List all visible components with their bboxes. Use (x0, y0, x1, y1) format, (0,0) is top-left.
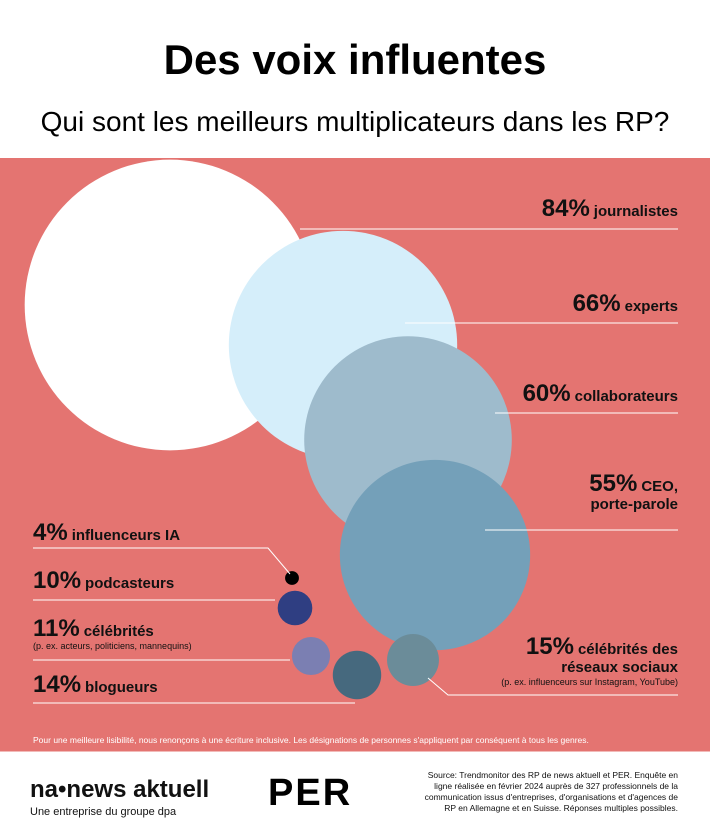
data-label: 4% influenceurs IA (33, 521, 333, 545)
value-label: 55% (589, 470, 638, 497)
footnote: Pour une meilleure lisibilité, nous reno… (33, 735, 589, 745)
bubble (339, 459, 531, 651)
data-label: 15% célébrités des réseaux sociaux (p. ex.… (470, 635, 678, 688)
category-label: influenceurs IA (71, 527, 181, 544)
value-label: 15% (525, 633, 574, 660)
data-label: 66% experts (480, 292, 678, 316)
data-label: 14% blogueurs (33, 673, 333, 697)
value-label: 14% (33, 671, 82, 698)
chart-title: Des voix influentes (163, 36, 547, 83)
category-label: podcasteurs (85, 575, 175, 592)
value-label: 60% (522, 380, 571, 407)
category-label: collaborateurs (574, 388, 678, 405)
source: Source: Trendmonitor des RP de news aktu… (424, 770, 678, 813)
logo-tagline: Une entreprise du groupe dpa (30, 806, 177, 818)
category-label: blogueurs (85, 679, 158, 696)
category-label: célébrités des réseaux sociaux (561, 641, 678, 676)
data-label: 11% célébrités (p. ex. acteurs, politicien… (33, 617, 333, 652)
leader-line (33, 547, 291, 575)
category-note: (p. ex. influenceurs sur Instagram, YouT… (501, 677, 678, 687)
bubble (277, 590, 313, 626)
bubble (291, 636, 331, 676)
bubble (332, 650, 382, 700)
bubble (387, 634, 439, 686)
value-label: 4% (33, 519, 68, 546)
partner-logo: PER (268, 772, 353, 814)
category-label: experts (624, 298, 678, 315)
data-label: 84% journalistes (480, 197, 678, 221)
value-label: 10% (33, 567, 82, 594)
bubble (285, 571, 299, 585)
category-label: CEO, porte-parole (590, 478, 678, 513)
data-label: 10% podcasteurs (33, 569, 333, 593)
category-label: journalistes (593, 203, 678, 220)
category-label: célébrités (83, 623, 154, 640)
value-label: 84% (541, 195, 590, 222)
logo: na•news aktuell (30, 776, 210, 803)
data-label: 55% CEO, porte-parole (570, 472, 678, 514)
data-label: 60% collaborateurs (480, 382, 678, 406)
leader-line (427, 677, 678, 696)
category-note: (p. ex. acteurs, politiciens, mannequins… (33, 641, 192, 651)
value-label: 11% (33, 615, 80, 642)
value-label: 66% (572, 290, 621, 317)
chart-subtitle: Qui sont les meilleurs multiplicateurs d… (40, 106, 670, 137)
